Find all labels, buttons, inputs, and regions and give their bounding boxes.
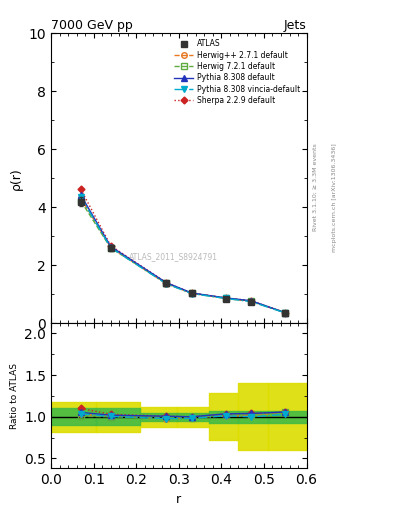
Text: Jets: Jets — [284, 19, 307, 32]
Y-axis label: ρ(r): ρ(r) — [10, 167, 23, 190]
Text: 7000 GeV pp: 7000 GeV pp — [51, 19, 133, 32]
X-axis label: r: r — [176, 493, 182, 506]
Text: mcplots.cern.ch [arXiv:1306.3436]: mcplots.cern.ch [arXiv:1306.3436] — [332, 143, 337, 252]
Text: Rivet 3.1.10; ≥ 3.3M events: Rivet 3.1.10; ≥ 3.3M events — [312, 143, 318, 231]
Text: ATLAS_2011_S8924791: ATLAS_2011_S8924791 — [129, 252, 218, 262]
Y-axis label: Ratio to ATLAS: Ratio to ATLAS — [10, 363, 19, 429]
Legend: ATLAS, Herwig++ 2.7.1 default, Herwig 7.2.1 default, Pythia 8.308 default, Pythi: ATLAS, Herwig++ 2.7.1 default, Herwig 7.… — [172, 37, 303, 107]
